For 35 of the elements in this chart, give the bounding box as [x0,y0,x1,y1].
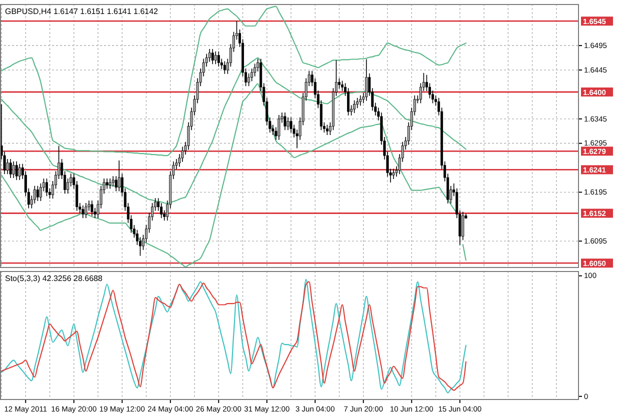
candlestick [286,117,290,131]
candlestick [45,178,48,197]
candlestick [284,112,286,131]
candlestick [211,48,214,65]
candlestick [36,185,39,202]
candlestick [112,176,114,187]
candlestick [6,158,9,175]
candlestick [18,163,21,180]
candlestick [217,51,220,67]
candlestick [108,178,112,190]
candlestick [15,161,18,180]
candlestick [214,51,217,65]
candlestick [278,114,280,140]
candlestick [365,58,368,102]
candlestick [326,124,328,136]
chart-title: Sto(5,3,3) 42.3256 28.6688 [5,274,103,283]
candlestick [338,78,341,89]
candlestick [12,161,15,178]
candlestick [356,97,359,109]
candlestick [106,178,108,190]
line-series [0,6,466,156]
candlestick [462,211,464,241]
candlestick [392,168,395,180]
candlestick [208,48,211,62]
chart-title: GBPUSD,H4 1.6147 1.6151 1.6141 1.6142 [5,7,159,16]
candlestick [359,95,362,106]
candlestick [84,202,88,219]
candlestick [353,100,356,114]
candlestick [223,60,226,74]
candlestick [82,205,84,219]
candlestick [90,200,94,216]
candlestick [118,160,120,192]
candlestick [254,63,256,77]
candlestick [114,176,118,192]
candlestick [9,158,12,178]
